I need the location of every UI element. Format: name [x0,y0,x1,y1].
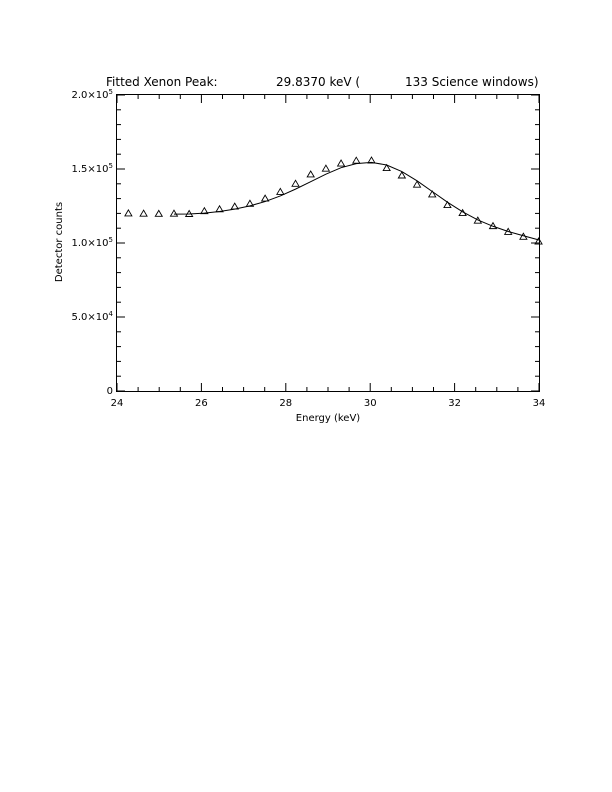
x-tick-labels: 24 26 28 30 32 34 [111,398,546,409]
y-tick-labels: 0 5.0×104 1.0×105 1.5×105 2.0×105 [72,88,114,397]
y-tick-label: 1.5×105 [72,162,113,175]
chart-title-prefix: Fitted Xenon Peak: [106,75,218,89]
data-point-triangle [306,170,315,178]
y-tick-label: 5.0×104 [72,310,114,323]
x-tick-label: 24 [111,398,124,409]
x-axis-label: Energy (keV) [296,413,361,424]
chart-title-windows: 133 Science windows) [405,75,539,89]
data-point-triangle [321,164,331,172]
data-point-triangle [427,190,437,198]
x-tick-label: 34 [533,398,546,409]
data-point-triangle [397,171,407,179]
chart-title-peak-energy: 29.8370 keV ( [276,75,360,89]
data-point-triangle [139,209,148,217]
data-point-triangle [367,156,376,164]
data-point-triangle [503,227,513,235]
data-point-triangle [291,179,300,187]
x-tick-label: 30 [364,398,377,409]
data-point-triangle [412,180,422,188]
data-point-triangle [351,156,361,164]
y-tick-label: 0 [107,386,113,397]
y-tick-label: 1.0×105 [72,236,113,249]
data-point-triangle [200,206,209,215]
x-tick-label: 28 [279,398,292,409]
series-layer [124,156,543,245]
data-point-triangle [154,209,164,217]
data-point-triangle [276,187,285,195]
data-point-triangle [382,163,391,172]
axis-ticks [116,94,540,392]
fit-curve [173,161,540,241]
data-point-triangle [534,237,543,245]
y-axis-label: Detector counts [54,202,65,282]
data-point-triangle [336,159,346,167]
data-point-triangle [169,209,179,217]
x-tick-label: 32 [448,398,461,409]
y-tick-label: 2.0×105 [72,88,113,101]
x-tick-label: 26 [195,398,208,409]
data-point-triangle [443,200,452,209]
data-point-triangle [124,209,133,217]
plot-frame [116,94,540,392]
